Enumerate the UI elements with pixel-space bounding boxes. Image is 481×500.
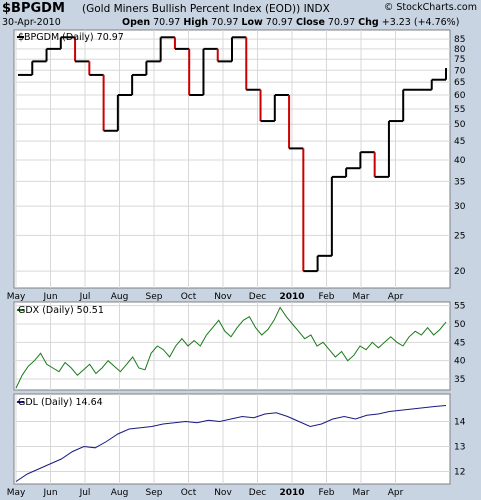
exchange-label: INDX [303,3,330,15]
y-tick-label-main: 65 [454,78,465,88]
x-tick-label: Dec [249,292,266,302]
x-tick-label: 2010 [279,292,304,302]
x-tick-label-bottom: May [7,488,26,498]
y-tick-label-gdx: 40 [454,357,466,367]
gdl-panel [13,393,451,485]
x-tick-label: May [7,292,26,302]
stockcharts-watermark: © StockCharts.com [383,2,477,13]
x-tick-label: Sep [146,292,163,302]
gdx-panel [13,301,451,391]
y-tick-label-main: 75 [454,55,465,65]
x-tick-label-bottom: Oct [181,488,197,498]
y-tick-label-gdl: 14 [454,418,466,428]
close-value: 70.97 [327,17,356,28]
x-tick-label: Nov [214,292,232,302]
x-tick-label-bottom: Jun [42,488,57,498]
x-tick-label: Jul [79,292,91,302]
y-tick-label-gdx: 55 [454,302,465,312]
chart-description: (Gold Miners Bullish Percent Index (EOD)… [82,3,330,15]
y-tick-label-gdl: 12 [454,468,465,478]
x-tick-label-bottom: Jul [79,488,91,498]
x-tick-label-bottom: Sep [146,488,163,498]
chg-value: +3.23 (+4.76%) [381,17,460,28]
y-tick-label-main: 70 [454,66,466,76]
y-tick-label-gdx: 35 [454,375,465,385]
x-tick-label-bottom: Apr [388,488,404,498]
y-tick-label-main: 25 [454,231,465,241]
high-value: 70.97 [211,17,239,28]
quote-summary: Open 70.97 High 70.97 Low 70.97 Close 70… [122,17,459,28]
x-tick-label: Mar [353,292,370,302]
x-tick-label-bottom: Dec [249,488,266,498]
legend-bpgdm: $BPGDM (Daily) 70.97 [18,32,124,43]
y-tick-label-main: 55 [454,105,465,115]
y-tick-label-main: 45 [454,137,465,147]
y-tick-label-main: 20 [454,267,466,277]
x-tick-label-bottom: Nov [214,488,232,498]
x-tick-label: Apr [388,292,404,302]
y-tick-label-main: 60 [454,91,466,101]
y-tick-label-main: 40 [454,156,466,166]
x-tick-label: Feb [319,292,335,302]
quote-date: 30-Apr-2010 [2,17,61,28]
low-label: Low [241,17,263,28]
y-tick-label-main: 30 [454,202,466,212]
chg-label: Chg [358,17,379,28]
high-label: High [183,17,209,28]
x-tick-label-bottom: 2010 [279,488,304,498]
gdl-line [15,405,447,482]
x-tick-label: Jun [42,292,57,302]
x-tick-label: Aug [111,292,129,302]
open-value: 70.97 [153,17,181,28]
x-tick-label: Oct [181,292,197,302]
legend-gdl: GDL (Daily) 14.64 [18,397,103,408]
y-tick-label-gdl: 13 [454,443,465,453]
x-tick-label-bottom: Feb [319,488,335,498]
chart-description-text: (Gold Miners Bullish Percent Index (EOD)… [82,3,301,15]
chart-symbol: $BPGDM [2,1,65,16]
x-tick-label-bottom: Mar [353,488,370,498]
y-tick-label-gdx: 50 [454,320,466,330]
y-tick-label-main: 50 [454,120,466,130]
y-tick-label-main: 80 [454,45,466,55]
y-tick-label-main: 85 [454,35,465,45]
legend-gdx: GDX (Daily) 50.51 [18,305,104,316]
open-label: Open [122,17,151,28]
y-tick-label-gdx: 45 [454,338,465,348]
low-value: 70.97 [265,17,293,28]
close-label: Close [296,17,325,28]
y-tick-label-main: 35 [454,177,465,187]
main-panel [13,29,451,289]
x-tick-label-bottom: Aug [111,488,129,498]
gdx-line [15,306,447,389]
